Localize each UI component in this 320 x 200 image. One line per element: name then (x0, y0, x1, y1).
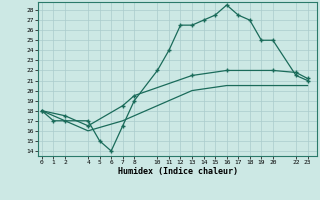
X-axis label: Humidex (Indice chaleur): Humidex (Indice chaleur) (118, 167, 238, 176)
